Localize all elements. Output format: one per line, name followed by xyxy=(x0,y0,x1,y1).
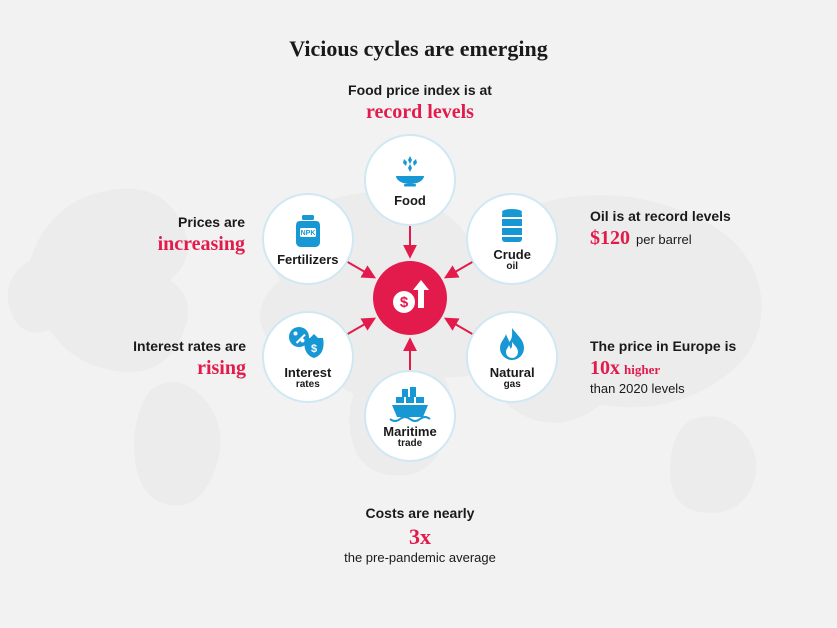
annotation-emphasis: increasing xyxy=(158,233,245,255)
annotation-emphasis-line: increasing xyxy=(100,232,245,257)
svg-text:$: $ xyxy=(400,294,409,311)
percent-bag-icon: $ xyxy=(286,324,330,364)
node-label: Food xyxy=(394,194,426,208)
annotation-oil: Oil is at record levels$120 per barrel xyxy=(590,208,800,251)
annotation-fert: Prices areincreasing xyxy=(100,214,245,257)
node-food: Food xyxy=(364,134,456,226)
center-hub: $ xyxy=(373,261,447,335)
oil-barrel-icon xyxy=(490,206,534,246)
annotation-dark: Oil is at record levels xyxy=(590,208,800,226)
node-sublabel: trade xyxy=(398,439,422,449)
node-sublabel: rates xyxy=(296,380,320,390)
annotation-emphasis-line: 3x xyxy=(270,523,570,551)
npk-bottle-icon: NPK xyxy=(286,211,330,251)
annotation-dark: Prices are xyxy=(100,214,245,232)
svg-text:NPK: NPK xyxy=(300,230,315,237)
node-label: Crude xyxy=(493,248,531,262)
node-label: Fertilizers xyxy=(277,253,338,267)
node-crude-oil: Crudeoil xyxy=(466,193,558,285)
annotation-trade: Costs are nearly3xthe pre-pandemic avera… xyxy=(270,505,570,566)
annotation-gas: The price in Europe is10x higher than 2020… xyxy=(590,338,810,397)
annotation-emphasis: rising xyxy=(197,357,246,379)
annotation-food: Food price index is atrecord levels xyxy=(300,82,540,125)
annotation-emphasis-line: 10x higher xyxy=(590,356,810,381)
annotation-dark: The price in Europe is xyxy=(590,338,810,356)
node-interest: $ Interestrates xyxy=(262,311,354,403)
annotation-emphasis-line: rising xyxy=(76,356,246,381)
ship-icon xyxy=(388,383,432,423)
annotation-emphasis: 3x xyxy=(409,524,431,549)
annotation-emphasis-2: higher xyxy=(624,362,660,377)
node-fertilizers: NPK Fertilizers xyxy=(262,193,354,285)
node-label: Interest xyxy=(284,366,331,380)
svg-text:$: $ xyxy=(311,343,317,355)
node-maritime: Maritimetrade xyxy=(364,370,456,462)
annotation-dark: Food price index is at xyxy=(300,82,540,100)
annotation-emphasis-line: record levels xyxy=(300,100,540,125)
annotation-emphasis: $120 xyxy=(590,227,630,249)
node-natural-gas: Naturalgas xyxy=(466,311,558,403)
diagram-stage: $ Food Crudeoil Natura xyxy=(0,0,837,628)
wheat-bowl-icon xyxy=(388,152,432,192)
annotation-dark: Costs are nearly xyxy=(270,505,570,523)
annotation-emphasis: 10x xyxy=(590,357,620,379)
dollar-up-icon: $ xyxy=(388,276,432,320)
annotation-dark: Interest rates are xyxy=(76,338,246,356)
node-sublabel: oil xyxy=(506,262,518,272)
node-label: Natural xyxy=(490,366,535,380)
node-sublabel: gas xyxy=(504,380,521,390)
annotation-sub: than 2020 levels xyxy=(590,381,810,397)
annotation-emphasis: record levels xyxy=(366,101,474,123)
annotation-sub: per barrel xyxy=(636,232,692,247)
annotation-emphasis-line: $120 per barrel xyxy=(590,226,800,251)
flame-icon xyxy=(490,324,534,364)
annotation-sub: the pre-pandemic average xyxy=(270,550,570,566)
node-label: Maritime xyxy=(383,425,436,439)
annotation-rates: Interest rates arerising xyxy=(76,338,246,381)
